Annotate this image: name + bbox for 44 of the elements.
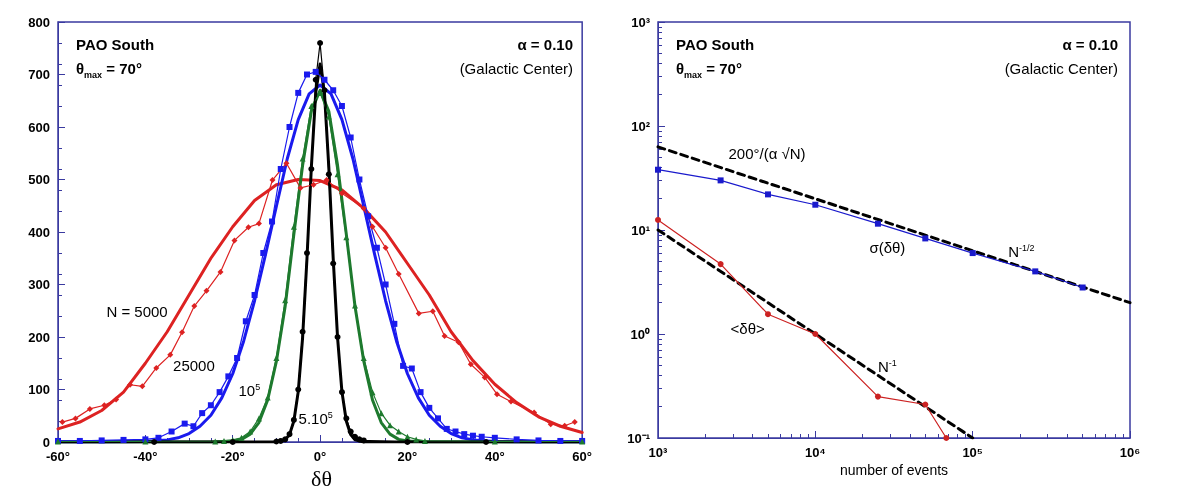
x-tick-label: 0° [313, 449, 327, 464]
annotation: α = 0.10 [1062, 36, 1118, 53]
x-tick-label: -20° [220, 449, 245, 464]
y-tick-label: 0 [42, 434, 50, 450]
y-tick-label: 300 [28, 277, 50, 292]
x-tick-label: 10⁵ [962, 445, 983, 460]
annotation: σ(δθ) [869, 238, 906, 256]
x-tick-label: 60° [572, 449, 593, 464]
annotation: θ$_{max}$ = 70° [676, 60, 742, 80]
x-tick-label: -40° [133, 449, 158, 464]
annotation: 25000 [173, 356, 215, 374]
annotation: <δθ> [730, 319, 765, 337]
y-tick-label: 10⁰ [630, 326, 650, 342]
y-tick-label: 700 [28, 67, 50, 82]
annotation: N$^{-1}$ [877, 357, 897, 375]
y-tick-label: 10² [631, 118, 651, 134]
y-tick-label: 200 [28, 329, 50, 345]
annotation: PAO South [676, 36, 755, 53]
annotation: 200°/(α √N) [728, 144, 806, 162]
x-tick-label: 40° [484, 449, 505, 464]
y-tick-label: 10⁻¹ [627, 430, 650, 446]
annotation: N$^{-1/2}$ [1008, 242, 1035, 260]
annotation: PAO South [76, 36, 155, 53]
annotation: (Galactic Center) [459, 60, 573, 77]
annotation: N = 5000 [106, 302, 168, 320]
y-tick-label: 400 [28, 224, 50, 240]
y-tick-label: 10¹ [631, 222, 650, 238]
y-tick-label: 500 [28, 172, 50, 187]
x-tick-label: 20° [397, 449, 418, 464]
y-tick-label: 100 [28, 382, 50, 397]
x-axis-title: number of events [839, 462, 949, 478]
x-tick-label: 10³ [648, 445, 669, 460]
x-tick-label: 10⁶ [1119, 445, 1141, 460]
annotation: 10$^{5}$ [238, 381, 261, 399]
annotation: 5.10$^{5}$ [298, 409, 333, 427]
x-tick-label: 10⁴ [804, 445, 826, 460]
annotation: (Galactic Center) [1004, 60, 1118, 77]
y-tick-label: 800 [28, 14, 50, 30]
x-axis-title: δθ [311, 466, 332, 492]
y-tick-label: 600 [28, 119, 50, 135]
annotation: θ$_{max}$ = 70° [76, 60, 142, 80]
annotation: α = 0.10 [517, 36, 573, 53]
y-tick-label: 10³ [631, 14, 651, 30]
x-tick-label: -60° [46, 449, 70, 464]
